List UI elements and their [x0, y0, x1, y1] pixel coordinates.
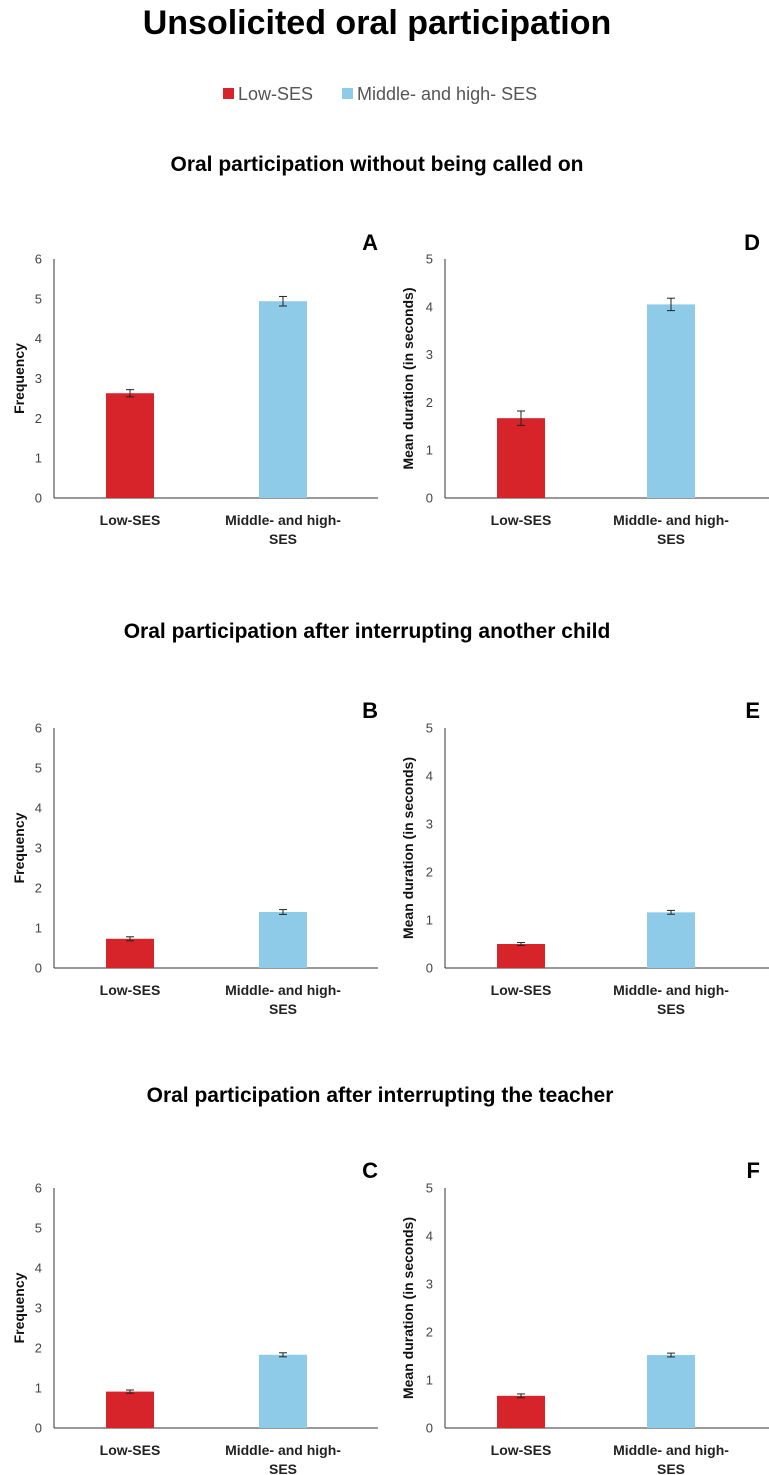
x-category-label: Low-SES	[100, 512, 161, 528]
bar	[647, 1355, 695, 1428]
figure-title: Unsolicited oral participation	[143, 4, 612, 42]
panel-letter: B	[362, 698, 378, 723]
bar	[106, 1391, 154, 1428]
chart-panel-c: C 0 1 2 3 4 5 6 Frequency Low-SES Middle- and high…	[11, 1158, 378, 1475]
y-tick-label: 0	[35, 961, 42, 976]
bar	[106, 938, 154, 968]
x-category-label: Low-SES	[491, 982, 552, 998]
y-axis-title: Mean duration (in seconds)	[400, 757, 416, 939]
panel-letter: F	[747, 1158, 760, 1183]
panel-letter: D	[744, 230, 760, 255]
y-tick-label: 0	[426, 491, 433, 506]
chart-panel-b: B 0 1 2 3 4 5 6 Frequency Low-SES Middle- and high…	[11, 698, 378, 1017]
y-tick-label: 0	[35, 1421, 42, 1436]
legend-label-middle-high-ses: Middle- and high- SES	[357, 84, 537, 104]
panel-letter: E	[745, 698, 760, 723]
x-category-label: Low-SES	[491, 1442, 552, 1458]
x-category-label: Middle- and high-	[225, 1442, 341, 1458]
x-category-label: Middle- and high-	[225, 982, 341, 998]
y-tick-label: 3	[426, 1277, 433, 1292]
y-tick-label: 0	[35, 491, 42, 506]
y-tick-label: 1	[35, 451, 42, 466]
y-tick-label: 0	[426, 1421, 433, 1436]
y-tick-label: 3	[35, 371, 42, 386]
bar	[259, 301, 307, 498]
y-tick-label: 4	[426, 1229, 433, 1244]
bar	[259, 912, 307, 968]
panel-letter: A	[362, 230, 378, 255]
y-tick-label: 2	[35, 411, 42, 426]
y-tick-label: 4	[426, 769, 433, 784]
bar	[497, 418, 545, 498]
bar	[647, 304, 695, 498]
y-tick-label: 1	[426, 443, 433, 458]
y-tick-label: 1	[426, 913, 433, 928]
y-tick-label: 1	[35, 921, 42, 936]
bar	[497, 944, 545, 968]
y-tick-label: 5	[35, 291, 42, 306]
chart-panel-e: E 0 1 2 3 4 5 Mean duration (in seconds) Low-SES…	[400, 698, 769, 1017]
y-tick-label: 2	[426, 395, 433, 410]
row-title-called-on: Oral participation without being called …	[170, 153, 583, 176]
y-axis-title: Mean duration (in seconds)	[400, 1217, 416, 1399]
x-category-label: Middle- and high-	[225, 512, 341, 528]
chart-panel-f: F 0 1 2 3 4 5 Mean duration (in seconds) Low-SES…	[400, 1158, 769, 1475]
y-tick-label: 2	[426, 865, 433, 880]
x-category-label: Low-SES	[491, 512, 552, 528]
y-axis-title: Mean duration (in seconds)	[400, 287, 416, 469]
y-tick-label: 3	[426, 347, 433, 362]
panel-letter: C	[362, 1158, 378, 1183]
y-tick-label: 4	[426, 299, 433, 314]
y-tick-label: 5	[426, 1181, 433, 1196]
y-axis-title: Frequency	[11, 812, 27, 883]
y-tick-label: 2	[35, 881, 42, 896]
y-tick-label: 3	[35, 841, 42, 856]
chart-panel-d: D 0 1 2 3 4 5 Mean duration (in seconds) Low-SES…	[400, 230, 769, 547]
x-category-label: Middle- and high-	[613, 982, 729, 998]
x-category-label: SES	[657, 531, 685, 547]
y-tick-label: 2	[426, 1325, 433, 1340]
bar	[106, 393, 154, 498]
y-tick-label: 5	[426, 252, 433, 267]
y-tick-label: 4	[35, 1261, 42, 1276]
x-category-label: SES	[657, 1001, 685, 1017]
x-category-label: Middle- and high-	[613, 512, 729, 528]
legend-swatch-low-ses	[223, 88, 234, 99]
y-axis-title: Frequency	[11, 343, 27, 414]
bar	[497, 1395, 545, 1428]
y-tick-label: 6	[35, 252, 42, 267]
y-tick-label: 3	[35, 1301, 42, 1316]
x-category-label: Low-SES	[100, 1442, 161, 1458]
y-tick-label: 1	[426, 1373, 433, 1388]
y-tick-label: 5	[426, 721, 433, 736]
y-tick-label: 4	[35, 331, 42, 346]
bar	[647, 912, 695, 968]
x-category-label: SES	[269, 531, 297, 547]
y-axis-title: Frequency	[11, 1272, 27, 1343]
x-category-label: SES	[657, 1461, 685, 1475]
bar	[259, 1354, 307, 1428]
y-tick-label: 1	[35, 1381, 42, 1396]
row-title-interrupting-teacher: Oral participation after interrupting th…	[147, 1084, 614, 1107]
y-tick-label: 3	[426, 817, 433, 832]
legend-label-low-ses: Low-SES	[238, 84, 313, 104]
y-tick-label: 6	[35, 1181, 42, 1196]
x-category-label: Middle- and high-	[613, 1442, 729, 1458]
x-category-label: Low-SES	[100, 982, 161, 998]
x-category-label: SES	[269, 1461, 297, 1475]
y-tick-label: 6	[35, 721, 42, 736]
legend: Low-SES Middle- and high- SES	[223, 84, 537, 104]
y-tick-label: 2	[35, 1341, 42, 1356]
chart-panels: A 0 1 2 3 4 5 6 Frequency Low-SES Middle- and high…	[11, 230, 769, 1475]
y-tick-label: 5	[35, 1221, 42, 1236]
y-tick-label: 5	[35, 761, 42, 776]
row-title-interrupting-child: Oral participation after interrupting an…	[124, 620, 611, 643]
legend-swatch-middle-high-ses	[342, 88, 353, 99]
y-tick-label: 0	[426, 961, 433, 976]
x-category-label: SES	[269, 1001, 297, 1017]
y-tick-label: 4	[35, 801, 42, 816]
chart-panel-a: A 0 1 2 3 4 5 6 Frequency Low-SES Middle- and high…	[11, 230, 378, 547]
